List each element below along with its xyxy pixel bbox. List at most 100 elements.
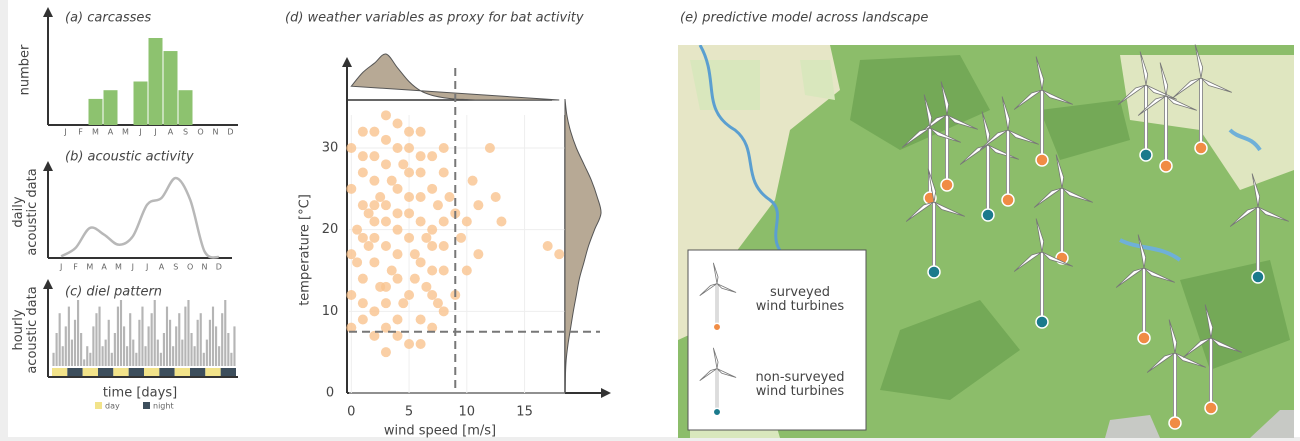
scatter-point bbox=[404, 233, 414, 243]
scatter-point bbox=[346, 143, 356, 153]
bar bbox=[151, 313, 153, 366]
x-tick-label: J bbox=[145, 263, 148, 272]
scatter-point bbox=[358, 315, 368, 325]
bar bbox=[80, 333, 82, 366]
turbine-base bbox=[1160, 160, 1172, 172]
x-tick-label: 5 bbox=[405, 405, 413, 420]
scatter-point bbox=[393, 208, 403, 218]
scatter-point bbox=[427, 151, 437, 161]
scatter-point bbox=[473, 200, 483, 210]
turbine-base bbox=[1252, 271, 1264, 283]
x-tick-label: A bbox=[159, 263, 165, 272]
bar bbox=[89, 353, 91, 366]
bar bbox=[190, 333, 192, 366]
scatter-point bbox=[346, 290, 356, 300]
bar bbox=[200, 313, 202, 366]
bar bbox=[206, 340, 208, 366]
x-tick-label: A bbox=[108, 128, 114, 137]
scatter-point bbox=[404, 290, 414, 300]
scatter-point bbox=[439, 168, 449, 178]
legend-swatch bbox=[95, 402, 102, 409]
turbine-base bbox=[1002, 194, 1014, 206]
scatter-point bbox=[364, 208, 374, 218]
y-tick-label: 0 bbox=[326, 386, 334, 401]
bar bbox=[163, 333, 165, 366]
x-tick-label: M bbox=[122, 128, 129, 137]
scatter-point bbox=[369, 176, 379, 186]
x-tick-label: D bbox=[216, 263, 222, 272]
scatter-point bbox=[352, 257, 362, 267]
bar bbox=[203, 353, 205, 366]
bar bbox=[184, 307, 186, 366]
scatter-point bbox=[439, 266, 449, 276]
x-tick-label: 15 bbox=[516, 405, 533, 420]
scatter-point bbox=[444, 192, 454, 202]
turbine-base bbox=[1205, 402, 1217, 414]
turbine-base bbox=[928, 266, 940, 278]
period-strip bbox=[190, 368, 205, 376]
scatter-point bbox=[387, 176, 397, 186]
bar bbox=[138, 320, 140, 366]
y-axis-label-line: hourly bbox=[11, 309, 26, 350]
bar bbox=[212, 307, 214, 366]
x-tick-label: F bbox=[78, 128, 83, 137]
period-strip bbox=[52, 368, 67, 376]
scatter-point bbox=[427, 266, 437, 276]
bar bbox=[141, 307, 143, 366]
scatter-point bbox=[398, 298, 408, 308]
bar bbox=[215, 326, 217, 366]
y-axis-label-line: daily bbox=[11, 196, 26, 227]
period-strip bbox=[83, 368, 98, 376]
scatter-point bbox=[410, 249, 420, 259]
scatter-point bbox=[462, 266, 472, 276]
bar bbox=[52, 353, 54, 366]
bar bbox=[77, 300, 79, 366]
scatter-point bbox=[358, 274, 368, 284]
period-strip bbox=[129, 368, 144, 376]
bar bbox=[62, 346, 64, 366]
scatter-point bbox=[421, 233, 431, 243]
scatter-point bbox=[358, 151, 368, 161]
scatter-point bbox=[416, 151, 426, 161]
scatter-point bbox=[404, 143, 414, 153]
scatter-point bbox=[416, 192, 426, 202]
scatter-point bbox=[352, 225, 362, 235]
scatter-point bbox=[427, 241, 437, 251]
scatter-point bbox=[369, 306, 379, 316]
scatter-point bbox=[381, 217, 391, 227]
y-axis-label-line: acoustic data bbox=[25, 168, 40, 255]
scatter-point bbox=[369, 217, 379, 227]
y-tick-label: 10 bbox=[322, 304, 339, 319]
scatter-point bbox=[439, 143, 449, 153]
scatter-point bbox=[427, 184, 437, 194]
panel-title: (e) predictive model across landscape bbox=[680, 11, 928, 26]
scatter-point bbox=[393, 143, 403, 153]
scatter-point bbox=[381, 282, 391, 292]
scatter-point bbox=[427, 225, 437, 235]
scatter-point bbox=[381, 110, 391, 120]
scatter-point bbox=[381, 200, 391, 210]
bar bbox=[123, 326, 125, 366]
turbine-base bbox=[713, 323, 720, 330]
bar bbox=[114, 333, 116, 366]
bar bbox=[227, 333, 229, 366]
bar bbox=[132, 340, 134, 366]
x-tick-label: F bbox=[73, 263, 78, 272]
bar bbox=[221, 313, 223, 366]
panel-title: (a) carcasses bbox=[65, 11, 151, 26]
bar bbox=[157, 340, 159, 366]
scatter-point bbox=[381, 347, 391, 357]
turbine-base bbox=[1169, 417, 1181, 429]
scatter-point bbox=[433, 200, 443, 210]
bar bbox=[179, 90, 193, 125]
x-tick-label: N bbox=[213, 128, 219, 137]
period-strip bbox=[144, 368, 159, 376]
scatter-point bbox=[358, 233, 368, 243]
x-tick-label: 0 bbox=[347, 405, 355, 420]
x-tick-label: A bbox=[101, 263, 107, 272]
page: {"chart_data": [ {"type": "bar", "title"… bbox=[0, 0, 1300, 441]
scatter-point bbox=[433, 298, 443, 308]
bar bbox=[160, 353, 162, 366]
period-strip bbox=[221, 368, 236, 376]
scatter-point bbox=[439, 241, 449, 251]
